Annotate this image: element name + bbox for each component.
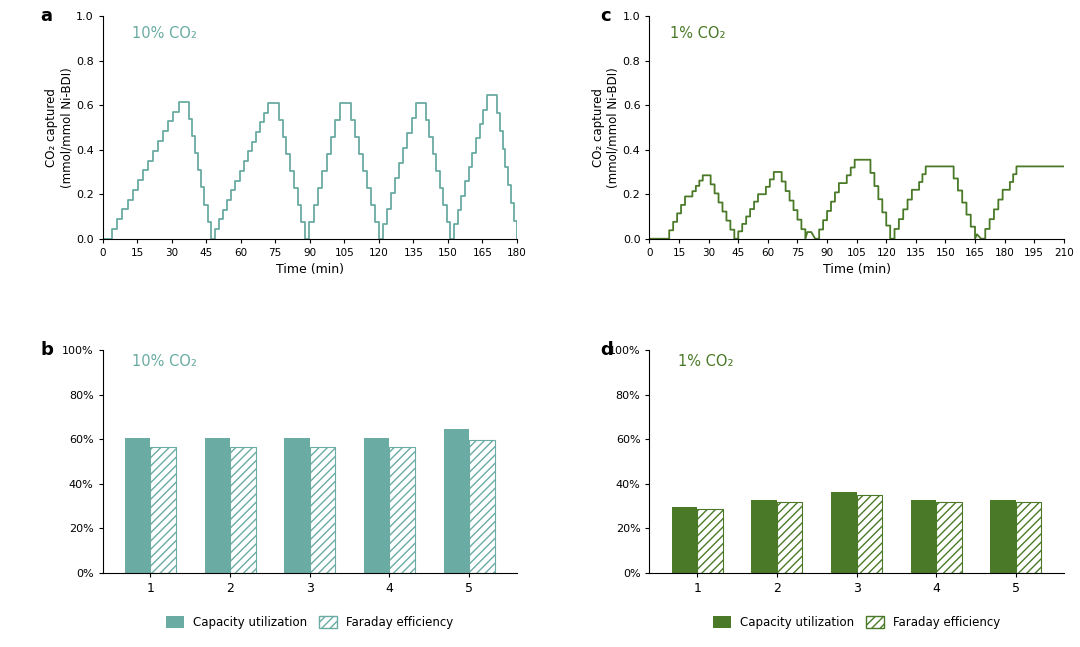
Text: 1% CO₂: 1% CO₂ [678, 354, 734, 369]
Text: c: c [599, 7, 610, 25]
Bar [230, 447, 256, 573]
Text: b: b [40, 341, 53, 359]
Bar [1016, 503, 1041, 573]
Y-axis label: CO₂ captured
(mmol/mmol Ni-BDI): CO₂ captured (mmol/mmol Ni-BDI) [592, 67, 620, 188]
X-axis label: Time (min): Time (min) [275, 263, 343, 276]
Bar [364, 438, 390, 573]
Legend: Capacity utilization, Faraday efficiency: Capacity utilization, Faraday efficiency [161, 611, 458, 633]
Bar [856, 495, 882, 573]
Bar [832, 492, 856, 573]
Bar [284, 438, 310, 573]
Bar [910, 500, 936, 573]
Bar [698, 509, 723, 573]
Text: 10% CO₂: 10% CO₂ [132, 354, 197, 369]
Text: 10% CO₂: 10% CO₂ [132, 27, 197, 41]
Y-axis label: CO₂ captured
(mmol/mmol Ni-BDI): CO₂ captured (mmol/mmol Ni-BDI) [45, 67, 73, 188]
Bar [777, 503, 802, 573]
Bar [204, 438, 230, 573]
Legend: Capacity utilization, Faraday efficiency: Capacity utilization, Faraday efficiency [708, 611, 1005, 633]
Bar [125, 438, 150, 573]
X-axis label: Time (min): Time (min) [823, 263, 891, 276]
Text: d: d [599, 341, 612, 359]
Bar [444, 429, 469, 573]
Text: 1% CO₂: 1% CO₂ [671, 27, 726, 41]
Bar [150, 447, 176, 573]
Bar [672, 507, 698, 573]
Bar [469, 440, 495, 573]
Bar [990, 500, 1016, 573]
Text: a: a [40, 7, 53, 25]
Bar [936, 503, 962, 573]
Bar [310, 447, 335, 573]
Bar [390, 447, 415, 573]
Bar [752, 500, 777, 573]
